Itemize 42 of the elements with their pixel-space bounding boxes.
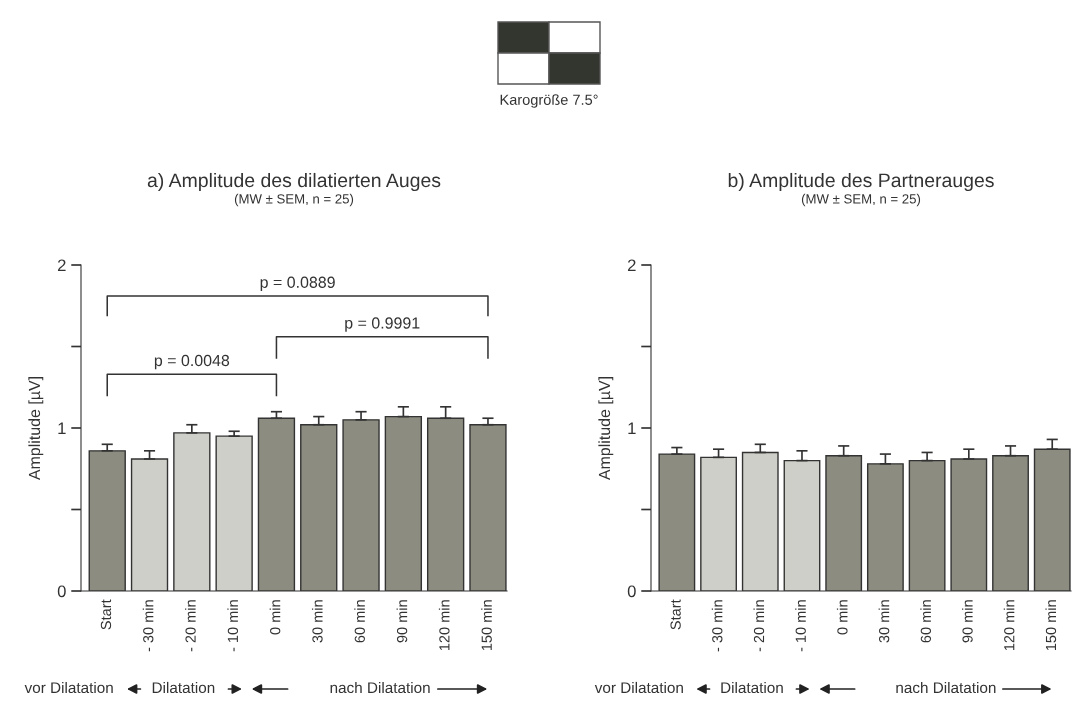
annotation: p = 0.9991	[345, 317, 420, 332]
x-tick-label: 60 min	[920, 600, 932, 643]
text: Karogröße 7.5°	[500, 94, 598, 108]
x-tick-label: - 10 min	[227, 600, 239, 652]
chart-subtitle: (MW ± SEM, n = 25)	[234, 193, 354, 207]
x-tick-label: 60 min	[354, 600, 365, 643]
x-tick-label: 90 min	[396, 600, 408, 643]
x-tick-label: - 10 min	[795, 600, 806, 652]
annotation: p = 0.0889	[260, 276, 335, 292]
x-tick-label: - 30 min	[711, 600, 723, 652]
x-tick-label: 0 min	[269, 600, 281, 635]
x-tick-label: 120 min	[438, 600, 450, 651]
y-tick-label: 1	[628, 422, 636, 435]
y-tick-label: 2	[627, 259, 636, 272]
x-tick-label: - 20 min	[185, 600, 196, 652]
text: nach Dilatation	[330, 681, 430, 694]
x-tick-label: Start	[670, 599, 681, 630]
chart-title: b) Amplitude des Partnerauges	[728, 172, 994, 192]
text: Dilatation	[721, 681, 783, 694]
y-tick-label: 0	[57, 585, 66, 598]
text: Dilatation	[152, 681, 215, 694]
y-tick-label: 1	[58, 422, 66, 435]
text: vor Dilatation	[594, 681, 683, 694]
x-tick-label: 30 min	[878, 600, 890, 643]
y-tick-label: 0	[627, 585, 636, 598]
text: nach Dilatation	[896, 681, 996, 694]
y-tick-label: 2	[57, 259, 66, 272]
x-tick-label: 30 min	[311, 600, 323, 643]
x-tick-label: Start	[100, 599, 112, 630]
x-tick-label: 90 min	[962, 600, 973, 643]
chart-subtitle: (MW ± SEM, n = 25)	[801, 193, 921, 207]
x-tick-label: - 20 min	[753, 600, 765, 652]
y-axis-title: Amplitude [µV]	[28, 377, 44, 481]
x-tick-label: - 30 min	[142, 600, 154, 652]
x-tick-label: 120 min	[1003, 600, 1015, 651]
y-axis-title: Amplitude [µV]	[598, 377, 614, 481]
x-tick-label: 150 min	[481, 600, 492, 651]
x-tick-label: 0 min	[836, 600, 848, 635]
annotation: p = 0.0048	[154, 354, 230, 370]
text: vor Dilatation	[24, 681, 113, 694]
chart-title: a) Amplitude des dilatierten Auges	[147, 172, 441, 192]
x-tick-label: 150 min	[1045, 600, 1057, 651]
